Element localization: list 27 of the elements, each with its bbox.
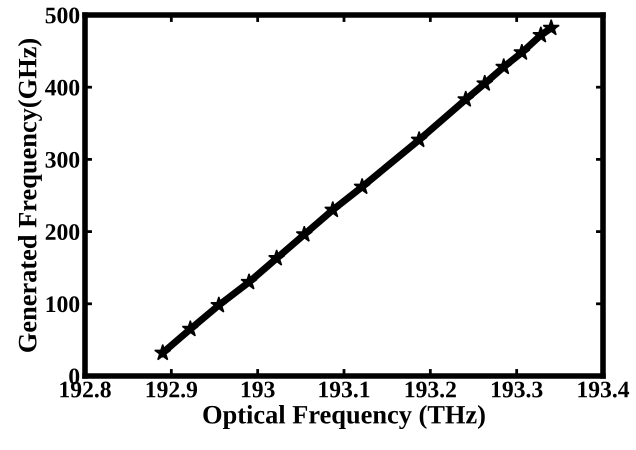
point — [410, 130, 428, 148]
point — [240, 273, 258, 290]
point — [154, 344, 172, 360]
point — [513, 44, 530, 60]
point — [542, 18, 560, 36]
x-tick-label: 193 — [242, 382, 275, 398]
point — [324, 200, 342, 218]
point — [457, 90, 474, 107]
x-tick-label: 193.1 — [319, 382, 370, 398]
point — [268, 249, 286, 266]
point — [495, 58, 512, 74]
point — [182, 320, 199, 337]
point — [296, 225, 313, 242]
y-tick-label: 300 — [46, 152, 80, 168]
y-axis-title: Generated Frequency(GHz) — [18, 38, 42, 352]
x-tick-label: 192.9 — [146, 382, 198, 398]
x-tick-label: 193.3 — [492, 382, 542, 398]
x-tick-label: 193.4 — [578, 382, 630, 398]
y-tick-label: 500 — [46, 7, 80, 24]
y-tick-label: 100 — [46, 296, 80, 312]
y-tick-label: 200 — [46, 224, 80, 240]
y-tick-label: 400 — [45, 80, 80, 96]
point — [354, 178, 371, 194]
x-axis-title: Optical Frequency (THz) — [203, 405, 485, 430]
point — [476, 74, 494, 92]
point — [210, 296, 228, 313]
x-tick-label: 193.2 — [406, 382, 456, 398]
